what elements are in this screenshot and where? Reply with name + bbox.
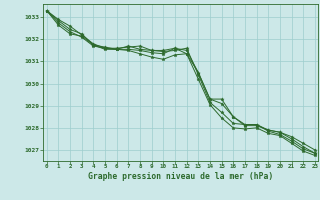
X-axis label: Graphe pression niveau de la mer (hPa): Graphe pression niveau de la mer (hPa) <box>88 172 273 181</box>
